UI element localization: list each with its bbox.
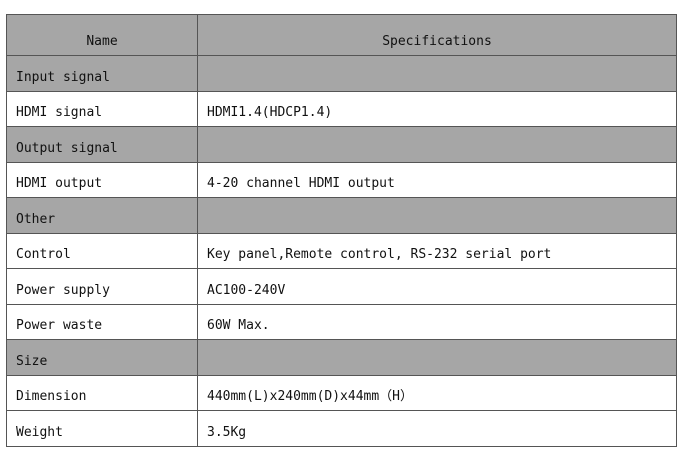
table-row: Power waste 60W Max. [6, 303, 677, 340]
section-row: Size [6, 339, 677, 376]
row-spec: 4-20 channel HDMI output [197, 161, 677, 198]
table-row: Dimension 440mm(L)x240mm(D)x44mm（H） [6, 374, 677, 411]
table-row: Control Key panel,Remote control, RS-232 … [6, 232, 677, 269]
table-row: Power supply AC100-240V [6, 268, 677, 305]
row-name: Input signal [6, 55, 198, 92]
header-name: Name [6, 14, 198, 56]
row-spec: 440mm(L)x240mm(D)x44mm（H） [197, 374, 677, 411]
table-row: HDMI signal HDMI1.4(HDCP1.4) [6, 90, 677, 127]
header-specifications: Specifications [197, 14, 677, 56]
row-spec: HDMI1.4(HDCP1.4) [197, 90, 677, 127]
section-row: Input signal [6, 55, 677, 92]
section-row: Output signal [6, 126, 677, 163]
row-name: HDMI output [6, 161, 198, 198]
table-row: HDMI output 4-20 channel HDMI output [6, 161, 677, 198]
section-row: Other [6, 197, 677, 234]
row-spec: 60W Max. [197, 303, 677, 340]
spec-table: Name Specifications Input signal HDMI sig… [6, 14, 677, 447]
row-spec [197, 126, 677, 163]
row-spec [197, 55, 677, 92]
row-name: Dimension [6, 374, 198, 411]
row-spec [197, 339, 677, 376]
row-name: Power waste [6, 303, 198, 340]
row-name: Weight [6, 410, 198, 447]
row-name: HDMI signal [6, 90, 198, 127]
row-name: Output signal [6, 126, 198, 163]
row-name: Control [6, 232, 198, 269]
row-spec: Key panel,Remote control, RS-232 serial … [197, 232, 677, 269]
header-row: Name Specifications [6, 14, 677, 56]
row-spec: AC100-240V [197, 268, 677, 305]
row-name: Size [6, 339, 198, 376]
row-spec [197, 197, 677, 234]
table-row: Weight 3.5Kg [6, 410, 677, 447]
row-spec: 3.5Kg [197, 410, 677, 447]
row-name: Power supply [6, 268, 198, 305]
row-name: Other [6, 197, 198, 234]
